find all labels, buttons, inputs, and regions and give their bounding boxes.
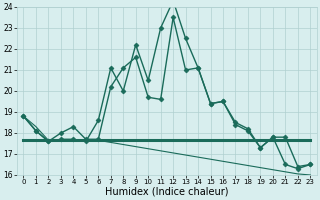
X-axis label: Humidex (Indice chaleur): Humidex (Indice chaleur) <box>105 187 229 197</box>
